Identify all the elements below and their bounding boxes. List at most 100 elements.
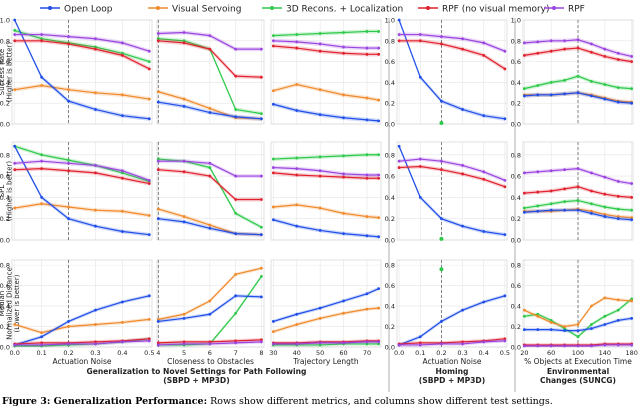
point-rpf-r0-c3-4 (482, 41, 486, 45)
series-rpf_nomem-r1-c3 (397, 164, 507, 189)
series-open_loop-r1-c3 (397, 144, 507, 237)
point-rpf-r1-c0-3 (94, 164, 97, 167)
panel-frame-r0-c1 (156, 19, 265, 125)
point-recons-r0-c4-6 (603, 83, 607, 86)
panel-frame-r2-c1 (156, 259, 265, 348)
point-open_loop-r0-c3-4 (482, 114, 486, 118)
legend-marker-rpf_nomem (426, 6, 430, 10)
point-open_loop-r2-c3-5 (503, 294, 507, 298)
legend-label-open_loop: Open Loop (64, 5, 113, 15)
point-rpf-r2-c2-5 (377, 340, 381, 344)
point-open_loop-r2-c4-7 (616, 318, 620, 322)
line-visual_servoing-r2-c0 (14, 318, 150, 334)
legend-entry-rpf_nomem: RPF (no visual memory) (418, 5, 550, 15)
line-rpf-r1-c2 (273, 166, 379, 176)
point-visual_servoing-r1-c0-0 (13, 206, 17, 210)
point-visual_servoing-r2-c2-2 (318, 316, 322, 320)
panel-frame-r0-c3 (396, 19, 508, 125)
caption-text: Rows show different metrics, and columns… (207, 396, 553, 407)
point-visual_servoing-r2-c0-0 (13, 323, 17, 326)
point-visual_servoing-r2-c2-0 (271, 330, 275, 334)
ytick-r0-c0-5: 1.0 (0, 17, 10, 25)
point-rpf-r2-c4-7 (616, 343, 620, 347)
line-rpf_nomem-r0-c2 (273, 45, 379, 55)
point-rpf_nomem-r0-c0-5 (147, 67, 151, 71)
point-visual_servoing-r2-c4-8 (630, 299, 634, 303)
point-open_loop-r2-c2-5 (377, 287, 381, 291)
point-rpf-r0-c2-2 (318, 42, 322, 46)
series-rpf-r2-c2 (271, 340, 381, 346)
series-rpf_nomem-r0-c1 (156, 38, 263, 80)
ytick-r2-c3-1: 0.2 (385, 323, 395, 331)
series-open_loop-r1-c4 (522, 208, 634, 222)
xtick-c2-3: 60 (339, 349, 347, 357)
point-visual_servoing-r1-c2-0 (271, 205, 275, 209)
line-visual_servoing-r2-c2 (273, 307, 379, 333)
point-recons-r0-c4-8 (630, 87, 634, 91)
point-rpf_nomem-r0-c0-1 (40, 39, 44, 43)
band-visual_servoing-r1-c2 (273, 202, 379, 220)
point-recons-r1-c4-2 (549, 202, 553, 206)
xtick-c0-2: 0.2 (63, 349, 73, 357)
point-rpf_nomem-r1-c0-5 (147, 182, 151, 185)
point-rpf-r0-c0-2 (67, 35, 70, 39)
point-open_loop-r2-c2-2 (318, 306, 322, 310)
panel-r2-c0: 0.0 0.2 0.4 0.6 0.8 0.0 0.1 0.2 0.3 0.4 0.5 Actuati… (0, 259, 154, 366)
row-label-0-0: Success Rate (0, 49, 6, 95)
legend-label-rpf_nomem: RPF (no visual memory) (442, 5, 550, 15)
point-recons-r0-c4-4 (576, 74, 580, 78)
series-rpf-r0-c2 (271, 38, 381, 51)
series-rpf_nomem-r0-c2 (271, 43, 381, 57)
legend-entry-visual_servoing: Visual Servoing (148, 5, 241, 15)
point-open_loop-r1-c4-2 (549, 208, 553, 212)
line-rpf_nomem-r2-c0 (14, 338, 150, 345)
ytick-r1-c3-3: 0.6 (385, 173, 395, 181)
point-visual_servoing-r2-c2-1 (295, 323, 299, 326)
ytick-r2-c3-0: 0.0 (385, 344, 395, 352)
point-visual_servoing-r1-c0-5 (147, 214, 151, 217)
line-rpf-r0-c0 (14, 33, 150, 52)
line-rpf_nomem-r0-c3 (399, 40, 506, 70)
line-rpf-r2-c2 (273, 341, 379, 345)
xtick-c0-3: 0.3 (90, 349, 100, 357)
point-open_loop-r0-c2-1 (295, 109, 299, 112)
point-open_loop-r2-c1-3 (234, 294, 238, 298)
series-rpf-r1-c4 (522, 166, 634, 186)
line-open_loop-r1-c0 (14, 145, 150, 236)
point-open_loop-r2-c3-4 (482, 300, 486, 304)
series-rpf-r2-c0 (13, 339, 151, 347)
panel-r0-c1 (156, 19, 265, 125)
point-visual_servoing-r2-c2-5 (377, 306, 381, 310)
point-open_loop-r2-c4-8 (630, 316, 634, 320)
row-label-2-0: Median (0, 291, 6, 316)
xtick-c2-0: 30 (269, 349, 277, 357)
series-rpf-r2-c4 (522, 343, 634, 348)
point-open_loop-r1-c3-0 (397, 144, 401, 148)
point-visual_servoing-r2-c1-0 (156, 317, 160, 321)
band-visual_servoing-r0-c1 (158, 89, 262, 121)
band-visual_servoing-r2-c2 (273, 306, 379, 334)
point-rpf_nomem-r1-c2-2 (318, 174, 322, 178)
panel-r1-c4: 0.0 0.2 0.4 0.6 0.8 (511, 141, 634, 245)
point-recons-r0-c0-3 (94, 45, 97, 49)
point-open_loop-r2-c3-3 (461, 308, 464, 312)
point-open_loop-r2-c0-5 (147, 294, 151, 298)
point-rpf_nomem-r0-c2-1 (295, 46, 299, 50)
point-rpf_nomem-r2-c0-5 (147, 337, 151, 341)
point-visual_servoing-r1-c4-6 (603, 213, 607, 216)
series-open_loop-r1-c2 (271, 217, 381, 239)
row-label-1-1: (Higher is better) (6, 161, 14, 221)
point-visual_servoing-r1-c2-5 (377, 216, 381, 220)
point-recons-r0-c2-5 (377, 30, 381, 33)
ytick-r1-c3-0: 0.0 (385, 237, 395, 245)
point-rpf-r1-c0-5 (147, 178, 151, 182)
point-recons-r1-c1-2 (208, 166, 212, 169)
point-rpf-r1-c4-7 (616, 180, 620, 183)
ytick-r1-c4-2: 0.4 (511, 194, 521, 202)
panel-frame-r1-c0 (11, 141, 153, 241)
point-visual_servoing-r0-c1-2 (208, 107, 212, 110)
legend-entry-recons: 3D Recons. + Localization (262, 5, 403, 15)
ytick-r0-c0-3: 0.6 (0, 58, 10, 66)
legend-marker-visual_servoing (156, 6, 160, 10)
point-recons-r0-c2-0 (271, 34, 275, 37)
